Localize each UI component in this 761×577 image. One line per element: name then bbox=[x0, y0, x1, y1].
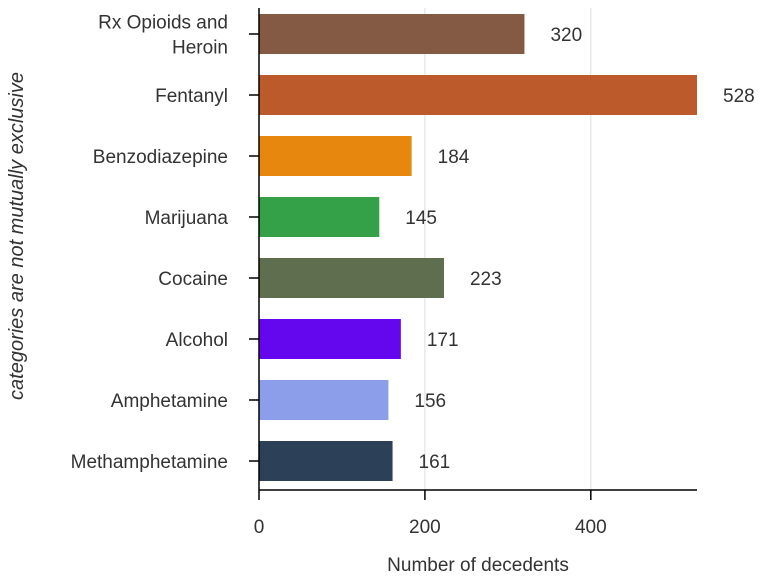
bar bbox=[259, 75, 697, 115]
y-axis-title: categories are not mutually exclusive bbox=[6, 72, 28, 400]
bar bbox=[259, 14, 524, 54]
value-label: 161 bbox=[419, 452, 451, 473]
value-label: 156 bbox=[414, 391, 446, 412]
x-tick-label: 400 bbox=[575, 517, 607, 538]
value-label: 145 bbox=[405, 208, 437, 229]
category-label: Amphetamine bbox=[111, 391, 228, 412]
x-ticks: 0 200 400 bbox=[254, 490, 607, 538]
x-tick-label: 0 bbox=[254, 517, 265, 538]
bar bbox=[259, 319, 401, 359]
category-label: Alcohol bbox=[166, 330, 228, 351]
value-label: 223 bbox=[470, 269, 502, 290]
x-axis-title: Number of decedents bbox=[387, 555, 569, 576]
value-label: 320 bbox=[550, 25, 582, 46]
category-label: Fentanyl bbox=[155, 86, 228, 107]
value-label: 528 bbox=[723, 86, 755, 107]
bars-group bbox=[259, 14, 697, 481]
x-tick-label: 200 bbox=[409, 517, 441, 538]
category-label: Marijuana bbox=[145, 208, 229, 229]
category-label: Cocaine bbox=[158, 269, 228, 290]
category-labels: Rx Opioids and Heroin Fentanyl Benzodiazepi… bbox=[71, 13, 229, 474]
category-label: Benzodiazepine bbox=[93, 147, 228, 168]
bar bbox=[259, 258, 444, 298]
bar bbox=[259, 197, 379, 237]
category-label: Heroin bbox=[172, 38, 228, 59]
category-label: Rx Opioids and bbox=[98, 13, 228, 34]
bar bbox=[259, 380, 388, 420]
value-label: 171 bbox=[427, 330, 459, 351]
category-label: Methamphetamine bbox=[71, 452, 228, 473]
value-label: 184 bbox=[438, 147, 470, 168]
bar bbox=[259, 136, 412, 176]
bar bbox=[259, 441, 393, 481]
